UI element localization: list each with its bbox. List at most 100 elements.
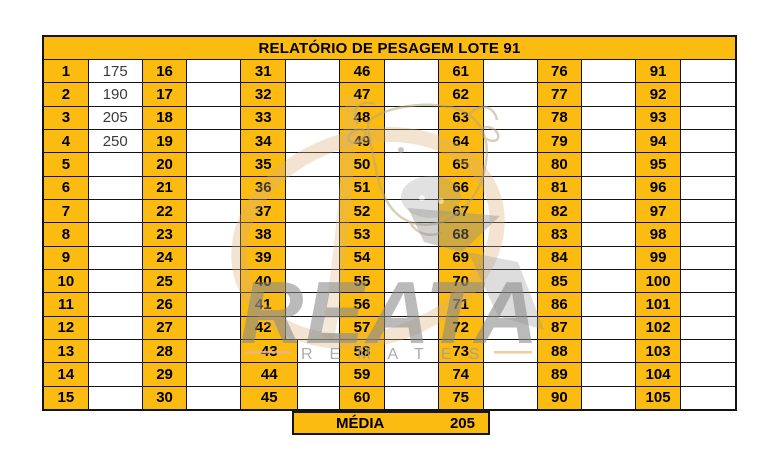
- weight-value-cell: [286, 293, 341, 316]
- table-row: 9 24 39 54 69 84 99: [44, 246, 735, 270]
- lot-number-cell: 101: [636, 293, 681, 316]
- weight-value-cell: [88, 363, 143, 386]
- lot-number-cell: 54: [340, 246, 385, 269]
- lot-number-cell: 15: [44, 386, 89, 409]
- lot-number-cell: 75: [438, 386, 484, 409]
- weight-value-cell: [582, 199, 637, 223]
- lot-number-cell: 28: [142, 339, 188, 363]
- weight-value-cell: [680, 293, 735, 316]
- weight-value-cell: [483, 339, 538, 363]
- weight-value-cell: [88, 153, 143, 176]
- lot-number-cell: 48: [340, 106, 385, 129]
- weight-value-cell: [286, 83, 341, 106]
- lot-number-cell: 60: [340, 386, 385, 409]
- lot-number-cell: 89: [537, 363, 583, 386]
- lot-number-cell: 81: [537, 176, 583, 199]
- weight-value-cell: [680, 176, 735, 199]
- lot-number-cell: 80: [537, 153, 583, 176]
- lot-number-cell: 76: [537, 60, 583, 83]
- lot-number-cell: 86: [537, 293, 583, 316]
- lot-number-cell: 87: [537, 316, 583, 339]
- lot-number-cell: 52: [340, 199, 385, 223]
- weight-value-cell: [384, 246, 439, 269]
- weight-value-cell: 190: [88, 83, 143, 106]
- weight-value-cell: [88, 316, 143, 339]
- weight-value-cell: [286, 176, 341, 199]
- lot-number-cell: 13: [44, 339, 89, 363]
- weight-value-cell: [384, 153, 439, 176]
- weight-value-cell: [384, 129, 439, 153]
- lot-number-cell: 19: [142, 129, 188, 153]
- lot-number-cell: 102: [636, 316, 681, 339]
- lot-number-cell: 105: [636, 386, 681, 409]
- weight-value-cell: [384, 269, 439, 293]
- weight-value-cell: [286, 199, 341, 223]
- weight-value-cell: [483, 269, 538, 293]
- weight-value-cell: [483, 363, 538, 386]
- lot-number-cell: 11: [44, 293, 89, 316]
- lot-number-cell: 77: [537, 83, 583, 106]
- lot-number-cell: 23: [142, 223, 188, 246]
- lot-number-cell: 17: [142, 83, 188, 106]
- weight-value-cell: [286, 269, 341, 293]
- lot-number-cell: 43: [241, 339, 299, 363]
- weight-value-cell: [187, 316, 242, 339]
- weight-value-cell: [483, 83, 538, 106]
- weight-value-cell: [88, 339, 143, 363]
- lot-number-cell: 2: [44, 83, 89, 106]
- table-row: 3 205 18 33 48 63 78 93: [44, 106, 735, 130]
- weight-value-cell: [384, 363, 439, 386]
- weight-value-cell: [88, 269, 143, 293]
- lot-number-cell: 24: [142, 246, 188, 269]
- lot-number-cell: 83: [537, 223, 583, 246]
- weight-value-cell: [286, 316, 341, 339]
- weight-value-cell: [286, 129, 341, 153]
- lot-number-cell: 91: [636, 60, 681, 83]
- weight-value-cell: [286, 246, 341, 269]
- lot-number-cell: 63: [438, 106, 484, 129]
- lot-number-cell: 53: [340, 223, 385, 246]
- weight-value-cell: [582, 293, 637, 316]
- weight-value-cell: [680, 339, 735, 363]
- weight-value-cell: [680, 153, 735, 176]
- weight-value-cell: [187, 153, 242, 176]
- lot-number-cell: 22: [142, 199, 188, 223]
- lot-number-cell: 36: [241, 176, 287, 199]
- weight-value-cell: [384, 199, 439, 223]
- lot-number-cell: 103: [636, 339, 681, 363]
- lot-number-cell: 9: [44, 246, 89, 269]
- weight-value-cell: [187, 339, 242, 363]
- lot-number-cell: 1: [44, 60, 89, 83]
- lot-number-cell: 34: [241, 129, 287, 153]
- lot-number-cell: 88: [537, 339, 583, 363]
- weight-value-cell: [298, 386, 341, 409]
- lot-number-cell: 41: [241, 293, 287, 316]
- table-row: 8 23 38 53 68 83 98: [44, 223, 735, 247]
- lot-number-cell: 45: [241, 386, 299, 409]
- weight-value-cell: [384, 339, 439, 363]
- weight-value-cell: [680, 83, 735, 106]
- lot-number-cell: 56: [340, 293, 385, 316]
- lot-number-cell: 50: [340, 153, 385, 176]
- table-row: 15 30 45 60 75 90 105: [44, 386, 735, 409]
- lot-number-cell: 66: [438, 176, 484, 199]
- weight-value-cell: [483, 316, 538, 339]
- table-row: 10 25 40 55 70 85 100: [44, 269, 735, 294]
- lot-number-cell: 18: [142, 106, 188, 129]
- lot-number-cell: 74: [438, 363, 484, 386]
- lot-number-cell: 27: [142, 316, 188, 339]
- weight-value-cell: [483, 199, 538, 223]
- weight-value-cell: [582, 269, 637, 293]
- lot-number-cell: 51: [340, 176, 385, 199]
- weight-value-cell: [680, 316, 735, 339]
- weight-value-cell: [680, 60, 735, 83]
- weight-value-cell: [187, 246, 242, 269]
- lot-number-cell: 30: [142, 386, 188, 409]
- weight-value-cell: [483, 176, 538, 199]
- lot-number-cell: 32: [241, 83, 287, 106]
- lot-number-cell: 6: [44, 176, 89, 199]
- weight-value-cell: [298, 363, 341, 386]
- weight-value-cell: [384, 293, 439, 316]
- lot-number-cell: 61: [438, 60, 484, 83]
